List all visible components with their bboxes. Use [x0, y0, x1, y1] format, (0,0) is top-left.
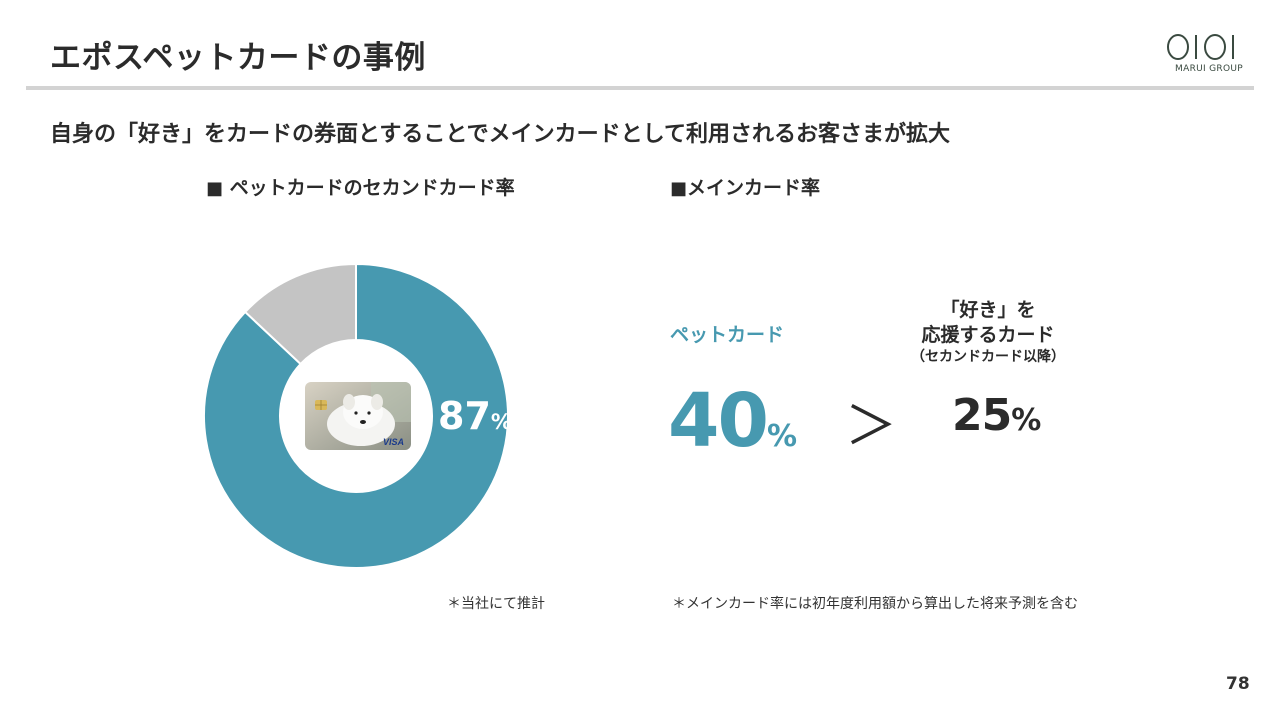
visa-logo: VISA: [383, 437, 404, 447]
favorite-card-sublabel: （セカンドカード以降）: [911, 349, 1065, 365]
page-number: 78: [1226, 674, 1250, 694]
main-card-rate-footnote: ＊メインカード率には初年度利用額から算出した将来予測を含む: [672, 596, 1078, 612]
favorite-card-label-line2: 応援するカード: [921, 324, 1055, 346]
greater-than-symbol: ＞: [845, 397, 898, 457]
donut-percentage-value: 87: [438, 394, 491, 438]
pet-card-image: VISA: [305, 382, 411, 450]
favorite-card-label: 「好き」を 応援するカード: [900, 298, 1076, 348]
main-card-rate-heading-text: メインカード率: [687, 177, 821, 199]
pet-card-label: ペットカード: [670, 324, 785, 346]
pet-card-main-rate: 40%: [668, 378, 797, 464]
pet-card-main-rate-unit: %: [766, 419, 798, 454]
favorite-card-label-line1: 「好き」を: [940, 299, 1036, 321]
page-title: エポスペットカードの事例: [50, 40, 426, 76]
donut-percentage-label: 87%: [438, 394, 512, 438]
marui-logo: [1167, 34, 1234, 60]
favorite-card-main-rate: 25%: [952, 390, 1041, 441]
main-card-rate-heading: ■メインカード率: [670, 173, 820, 200]
favorite-card-main-rate-value: 25: [952, 390, 1012, 441]
donut-slice-other: [243, 262, 357, 366]
header-divider: [26, 86, 1254, 90]
logo-text: MARUI GROUP: [1175, 64, 1243, 74]
second-card-rate-heading-text: ペットカードのセカンドカード率: [229, 177, 515, 199]
favorite-card-main-rate-unit: %: [1011, 403, 1042, 438]
square-marker-icon: ■: [670, 178, 688, 199]
square-marker-icon: ■: [206, 178, 224, 199]
second-card-donut-chart: [203, 262, 509, 569]
second-card-rate-heading: ■ ペットカードのセカンドカード率: [206, 173, 515, 200]
pet-card-main-rate-value: 40: [668, 378, 769, 464]
subtitle: 自身の「好き」をカードの券面とすることでメインカードとして利用されるお客さまが拡…: [50, 122, 951, 147]
donut-percentage-unit: %: [490, 410, 512, 434]
estimate-footnote: ＊当社にて推計: [447, 596, 545, 612]
donut-slice-second-card: [203, 262, 509, 569]
